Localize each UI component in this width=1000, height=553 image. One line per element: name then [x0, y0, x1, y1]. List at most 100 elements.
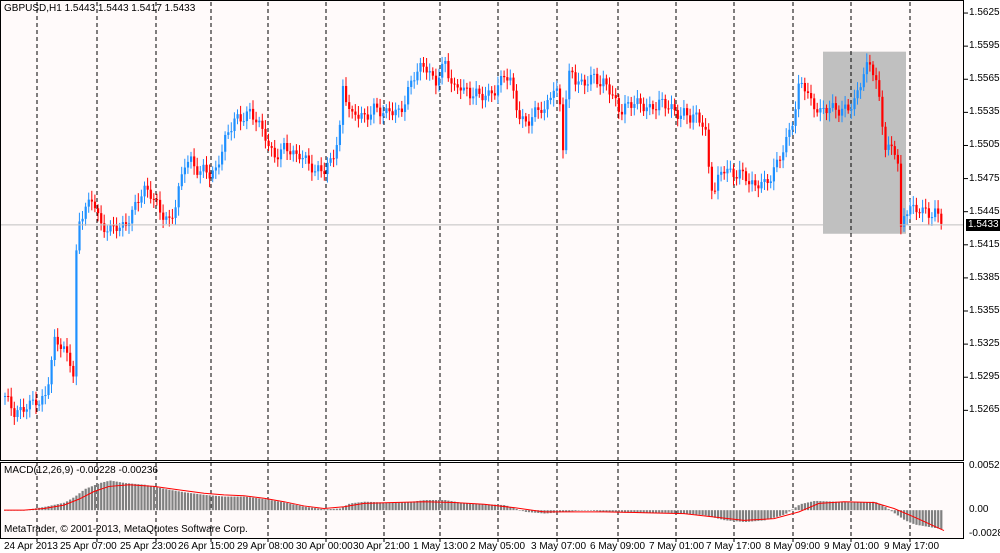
candle-body	[87, 199, 90, 207]
candle-body	[729, 168, 732, 170]
candle-body	[775, 159, 779, 168]
macd-bar	[819, 501, 822, 511]
candle-body	[462, 87, 465, 91]
macd-bar	[878, 503, 881, 511]
price-tick-label: 1.5355	[969, 305, 1000, 316]
candle-body	[515, 90, 518, 111]
macd-bar	[884, 507, 887, 511]
macd-title: MACD(12,26,9) -0.00228 -0.00236	[4, 465, 158, 476]
macd-bar	[162, 488, 165, 511]
candle-body	[679, 115, 682, 119]
macd-bar	[487, 504, 490, 511]
macd-bar	[500, 504, 503, 511]
macd-bar	[527, 510, 531, 513]
candle-body	[568, 70, 571, 100]
candle-body	[28, 400, 31, 410]
candle-body	[258, 120, 261, 123]
candle-body	[137, 201, 140, 203]
macd-bar	[413, 501, 416, 511]
macd-bar	[397, 502, 400, 511]
candle-body	[450, 78, 453, 84]
candle-body	[890, 144, 893, 147]
macd-bar	[441, 500, 444, 511]
macd-bar	[515, 508, 518, 511]
price-tick-label: 1.5295	[969, 371, 1000, 383]
time-tick-label: 25 Apr 23:00	[120, 541, 177, 552]
macd-bar	[741, 510, 744, 522]
macd-bar	[351, 503, 354, 511]
candle-body	[872, 64, 875, 76]
candle-body	[537, 107, 540, 110]
candle-body	[221, 151, 224, 165]
macd-bar	[766, 510, 769, 520]
candle-body	[841, 108, 844, 116]
macd-bar	[472, 503, 475, 511]
price-tick-label: 1.5415	[969, 238, 1000, 250]
candle-body	[493, 93, 496, 96]
macd-bar	[84, 488, 87, 511]
macd-bar	[366, 501, 369, 511]
candle-body	[233, 118, 236, 132]
candle-body	[366, 114, 369, 120]
candle-body	[543, 109, 546, 113]
candle-body	[190, 156, 193, 162]
candle-body	[214, 167, 217, 171]
candle-body	[825, 107, 828, 114]
candle-body	[788, 129, 791, 137]
macd-bar	[264, 499, 267, 511]
candle-body	[577, 81, 580, 85]
macd-bar	[760, 510, 763, 521]
candle-body	[7, 395, 10, 397]
macd-bar	[844, 502, 847, 511]
macd-bar	[478, 503, 481, 511]
candle-body	[878, 80, 881, 97]
candle-body	[664, 98, 667, 109]
macd-bar	[534, 510, 537, 513]
macd-bar	[726, 510, 729, 521]
candle-body	[692, 114, 695, 123]
macd-bar	[221, 496, 224, 511]
macd-bar	[180, 491, 183, 511]
macd-bar	[748, 510, 751, 522]
candle-body	[934, 208, 937, 218]
macd-bar	[103, 481, 106, 511]
macd-bar	[183, 492, 186, 511]
macd-bar	[369, 501, 372, 511]
candle-body	[503, 75, 506, 78]
macd-bar	[720, 510, 723, 520]
candle-body	[217, 164, 221, 168]
macd-bar	[921, 510, 924, 526]
macd-bar	[416, 500, 419, 511]
macd-bar	[78, 493, 81, 511]
candle-body	[478, 88, 481, 94]
macd-bar	[639, 510, 642, 513]
macd-bar	[348, 503, 351, 511]
macd-bar	[816, 500, 819, 511]
macd-bar	[146, 485, 149, 511]
macd-bar	[236, 496, 239, 511]
candle-body	[546, 100, 549, 110]
macd-bar	[245, 496, 248, 511]
candle-body	[472, 96, 475, 99]
macd-bar	[224, 496, 227, 511]
macd-bar	[521, 510, 524, 512]
candle-body	[673, 104, 676, 111]
macd-bar	[59, 503, 62, 511]
candle-body	[903, 216, 906, 227]
candle-body	[856, 90, 859, 99]
macd-bar	[918, 510, 921, 526]
candle-body	[527, 121, 531, 126]
macd-bar	[283, 502, 286, 511]
macd-bar	[890, 510, 893, 512]
candle-body	[800, 82, 803, 84]
macd-bar	[106, 481, 109, 511]
candle-body	[614, 95, 617, 99]
macd-bar	[713, 510, 717, 518]
macd-bar	[571, 510, 574, 512]
macd-bar	[128, 483, 131, 511]
candle-body	[329, 158, 332, 163]
macd-bar	[341, 507, 345, 511]
candle-body	[270, 146, 273, 148]
candle-body	[38, 404, 41, 406]
